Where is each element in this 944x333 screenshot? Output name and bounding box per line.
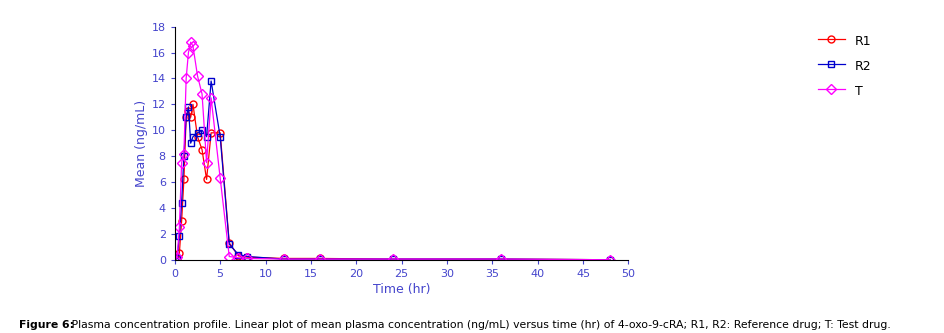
R2 xyxy=(201,135,212,139)
R2 xyxy=(196,128,208,132)
R1 xyxy=(180,115,192,119)
T xyxy=(178,152,190,156)
T xyxy=(185,40,196,44)
R2 xyxy=(185,141,196,145)
R2 xyxy=(242,254,253,258)
R2 xyxy=(174,234,185,238)
R2 xyxy=(278,257,289,261)
R1 xyxy=(187,102,198,106)
R2 xyxy=(232,252,244,256)
R1 xyxy=(214,131,226,135)
T xyxy=(171,255,182,259)
R2 xyxy=(187,135,198,139)
R1 xyxy=(196,148,208,152)
T xyxy=(205,96,216,100)
T xyxy=(496,257,507,261)
Line: T: T xyxy=(171,39,613,263)
R1 xyxy=(224,241,235,245)
R2 xyxy=(171,256,182,260)
Line: R1: R1 xyxy=(171,101,613,263)
T xyxy=(187,44,198,48)
T xyxy=(196,92,208,96)
T xyxy=(214,176,226,180)
R1 xyxy=(496,257,507,261)
R2 xyxy=(176,201,187,205)
R1 xyxy=(278,256,289,260)
T xyxy=(232,256,244,260)
T xyxy=(192,74,203,78)
T xyxy=(201,161,212,165)
R1 xyxy=(174,251,185,255)
R2 xyxy=(604,258,615,262)
T xyxy=(169,258,180,262)
T xyxy=(224,254,235,258)
R2 xyxy=(214,135,226,139)
T xyxy=(242,256,253,260)
R2 xyxy=(192,131,203,135)
T xyxy=(278,257,289,261)
T xyxy=(180,77,192,81)
R1 xyxy=(182,109,194,113)
Y-axis label: Mean (ng/mL): Mean (ng/mL) xyxy=(134,100,147,187)
R2 xyxy=(169,258,180,262)
R1 xyxy=(176,219,187,223)
T xyxy=(604,258,615,262)
T xyxy=(176,161,187,165)
R2 xyxy=(182,105,194,109)
R1 xyxy=(171,256,182,260)
Line: R2: R2 xyxy=(171,78,613,263)
R1 xyxy=(205,131,216,135)
R2 xyxy=(178,154,190,158)
R2 xyxy=(180,115,192,119)
R1 xyxy=(242,255,253,259)
R1 xyxy=(314,256,326,260)
R1 xyxy=(185,115,196,119)
R2 xyxy=(496,257,507,261)
R1 xyxy=(178,177,190,181)
R1 xyxy=(169,258,180,262)
R1 xyxy=(232,254,244,258)
T xyxy=(182,51,194,55)
X-axis label: Time (hr): Time (hr) xyxy=(373,283,430,296)
R2 xyxy=(224,242,235,246)
R2 xyxy=(386,257,397,261)
T xyxy=(386,257,397,261)
R2 xyxy=(314,257,326,261)
R2 xyxy=(205,79,216,83)
R1 xyxy=(201,177,212,181)
T xyxy=(314,257,326,261)
R1 xyxy=(386,257,397,261)
Text: Plasma concentration profile. Linear plot of mean plasma concentration (ng/mL) v: Plasma concentration profile. Linear plo… xyxy=(68,320,890,330)
R1 xyxy=(192,135,203,139)
T xyxy=(174,225,185,229)
Text: Figure 6:: Figure 6: xyxy=(19,320,74,330)
Legend: R1, R2, T: R1, R2, T xyxy=(817,33,870,99)
R1 xyxy=(604,258,615,262)
